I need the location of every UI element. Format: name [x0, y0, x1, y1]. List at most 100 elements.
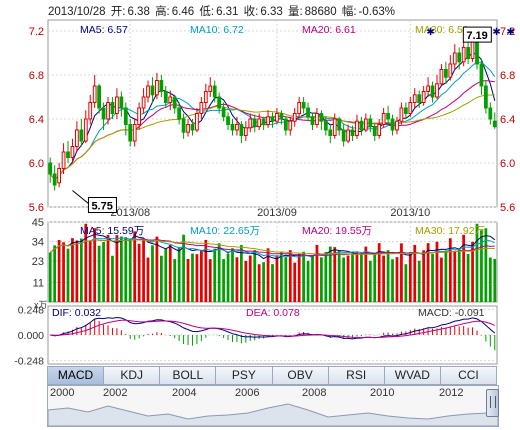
macd-legend-item: DEA: 0.078 — [246, 307, 300, 319]
tab-macd[interactable]: MACD — [47, 366, 105, 385]
volume-bar — [66, 248, 70, 302]
tab-psy[interactable]: PSY — [216, 366, 273, 385]
volume-bar — [471, 241, 474, 302]
volume-bar — [253, 250, 257, 302]
candle-body — [239, 124, 244, 136]
volume-bar — [84, 223, 88, 302]
candle-body — [132, 124, 137, 142]
candle-body — [350, 129, 355, 136]
timeline-navigator[interactable]: 2000 2002 2004 2006 2008 2010 2012 — [47, 385, 499, 427]
star-marker-icon: ✱ — [506, 27, 514, 38]
macd-legend-item: DIF: 0.032 — [52, 307, 101, 319]
candle-body — [448, 63, 453, 78]
candle-body — [430, 85, 435, 98]
candle-body — [435, 83, 439, 98]
volume-bar — [297, 253, 301, 302]
tab-obv[interactable]: OBV — [272, 366, 329, 385]
candle-body — [92, 85, 97, 103]
timeline-left-handle[interactable] — [486, 389, 499, 417]
volume-bar — [164, 248, 168, 302]
volume-bar — [244, 260, 248, 302]
candle-body — [332, 118, 337, 136]
candle-body — [248, 118, 253, 129]
volume-bar — [62, 242, 65, 302]
tab-cci[interactable]: CCI — [440, 366, 497, 385]
info-bar: 2013/10/28 开: 6.38 高: 6.46 低: 6.31 收: 6.33 量… — [48, 3, 397, 19]
volume-bar — [79, 238, 83, 302]
macd-tick: -0.248 — [14, 356, 44, 368]
candle-body — [386, 113, 390, 120]
price-tick-left: 5.6 — [29, 202, 44, 214]
star-marker-icon: ✱ — [426, 27, 434, 38]
volume-bar — [426, 243, 430, 302]
volume-bar — [346, 255, 350, 302]
volume-bar — [368, 260, 372, 302]
volume-bar — [320, 257, 323, 302]
volume-bar — [440, 257, 443, 302]
volume-unit-label: x万 — [34, 300, 48, 310]
candle-body — [190, 124, 195, 131]
candle-body — [283, 118, 288, 131]
candle-body — [221, 107, 226, 118]
candle-body — [217, 96, 222, 109]
volume-bar — [88, 240, 92, 302]
volume-bar — [111, 255, 114, 302]
candle-body — [141, 96, 146, 109]
candle-body — [101, 107, 106, 120]
volume-tick: 23 — [32, 256, 44, 268]
candle-body — [66, 151, 70, 158]
candle-body — [195, 113, 199, 131]
candle-body — [235, 124, 239, 131]
candle-body — [261, 118, 266, 125]
tab-wvad[interactable]: WVAD — [384, 366, 441, 385]
candle-body — [203, 91, 208, 103]
candle-body — [417, 94, 422, 104]
date-tick-label: 2013/08 — [110, 207, 150, 219]
high-annotation-box — [462, 26, 492, 43]
candle-body — [123, 107, 128, 125]
volume-bar — [173, 259, 177, 302]
tab-kdj[interactable]: KDJ — [104, 366, 161, 385]
dif-line — [50, 316, 496, 340]
candle-body — [381, 113, 386, 125]
volume-bar — [328, 246, 332, 302]
volume-bar — [448, 238, 452, 302]
candle-body — [297, 102, 302, 114]
candle-body — [484, 85, 488, 109]
volume-bar — [408, 252, 412, 302]
volume-bar — [364, 246, 368, 302]
volume-bar — [382, 255, 386, 302]
volume-bar — [333, 247, 337, 302]
volume-bar — [57, 239, 61, 302]
volume-tick: 45 — [32, 217, 44, 229]
low-value: 6.31 — [216, 6, 239, 18]
volume-bar — [288, 250, 292, 302]
volume-bar — [373, 253, 377, 302]
volume-bar — [93, 228, 97, 302]
candle-body — [75, 129, 79, 147]
low-annotation-pointer — [72, 190, 89, 204]
volume-bar — [457, 248, 461, 302]
candle-body — [172, 96, 177, 109]
volume-bar — [226, 253, 230, 302]
tab-boll[interactable]: BOLL — [160, 366, 217, 385]
price-legend-item: MA5: 6.57 — [80, 24, 128, 36]
candle-body — [279, 113, 284, 120]
candle-body — [119, 96, 124, 109]
timeline-year: 2006 — [235, 387, 260, 399]
timeline-year: 2000 — [50, 387, 75, 399]
candle-body — [341, 129, 346, 142]
candle-body — [337, 118, 342, 131]
candle-body — [421, 91, 426, 103]
volume-bar — [466, 254, 470, 302]
date-tick-label: 2013/10 — [390, 207, 430, 219]
volume-bar — [124, 237, 128, 302]
tab-rsi[interactable]: RSI — [328, 366, 385, 385]
candle-body — [359, 120, 364, 131]
candle-body — [346, 129, 350, 142]
candle-body — [110, 102, 115, 114]
candle-body — [466, 47, 470, 59]
volume-bar — [213, 248, 217, 302]
